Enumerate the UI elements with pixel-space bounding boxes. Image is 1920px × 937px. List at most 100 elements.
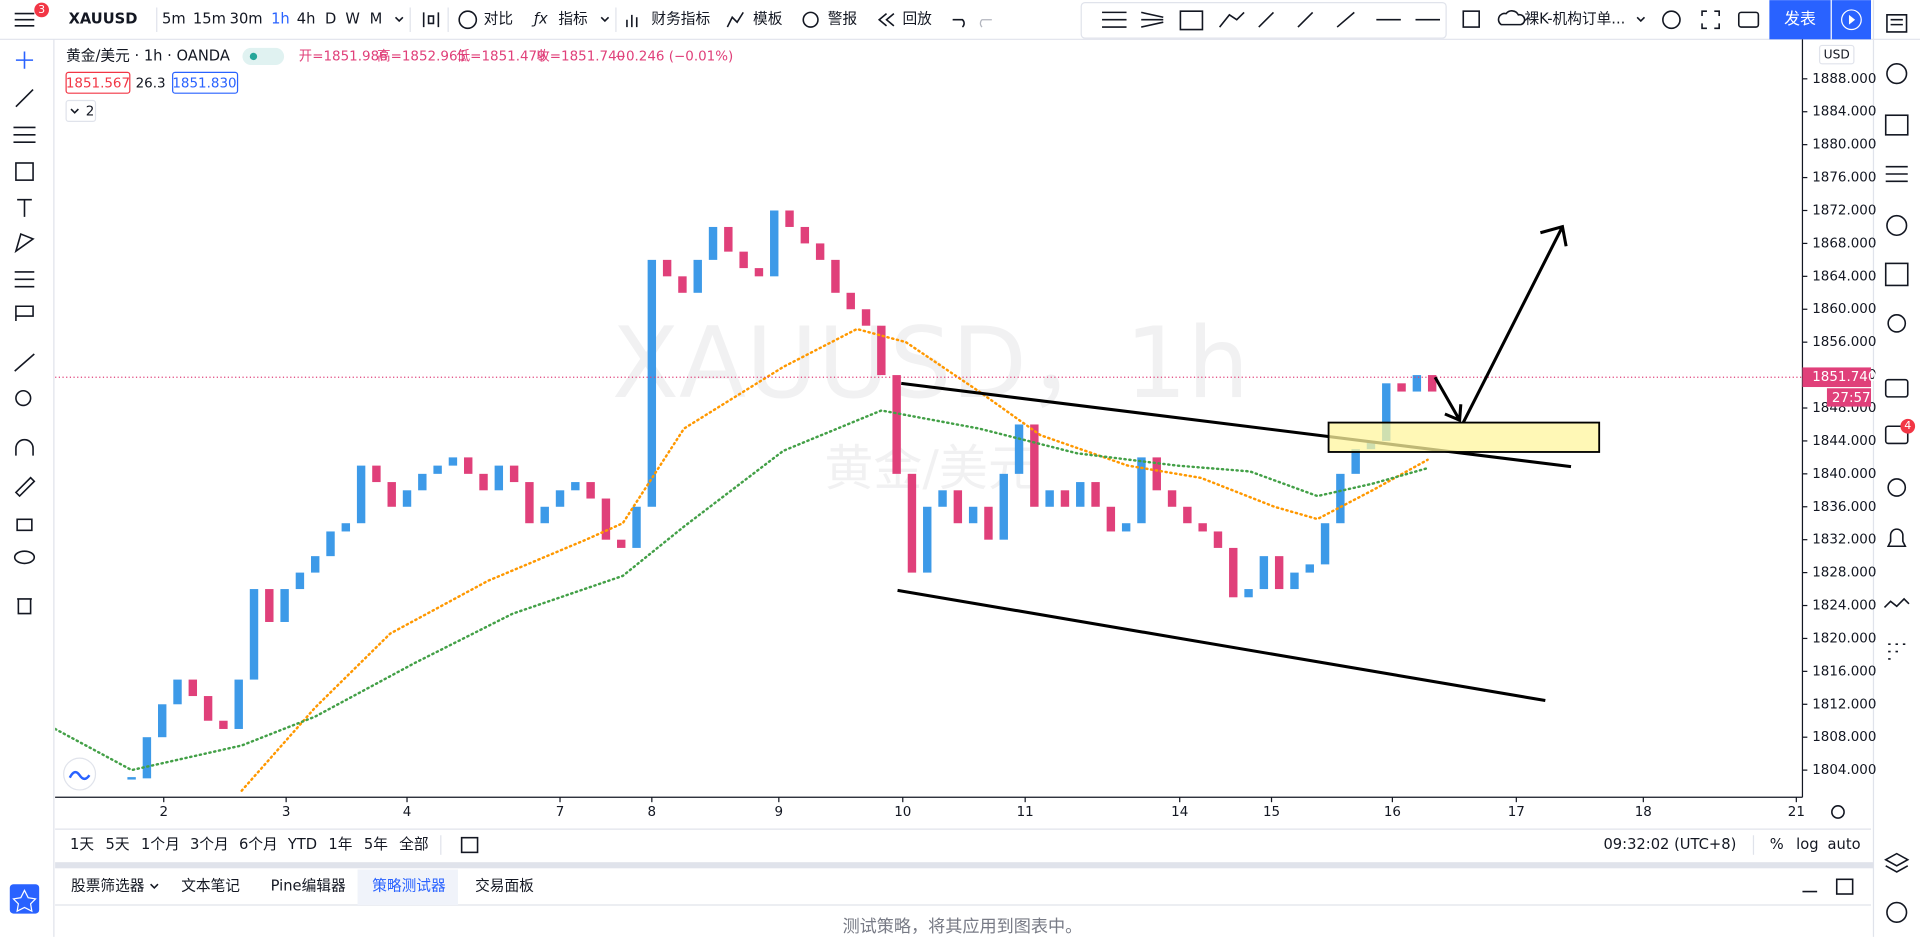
chart-type-icon[interactable] bbox=[422, 12, 440, 28]
toolbar-button[interactable]: 对比 bbox=[484, 11, 513, 28]
ruler-tool[interactable] bbox=[14, 353, 35, 372]
scale-option[interactable]: auto bbox=[1828, 836, 1861, 853]
magnet-tool[interactable] bbox=[15, 438, 34, 456]
interval[interactable]: 5m bbox=[162, 11, 186, 28]
panel-tab[interactable]: 文本笔记 bbox=[181, 878, 240, 895]
undo-icon[interactable] bbox=[952, 18, 965, 28]
scale-option[interactable]: log bbox=[1796, 836, 1818, 853]
fx-icon[interactable]: ƒx bbox=[531, 11, 548, 28]
replay-icon[interactable] bbox=[877, 12, 895, 27]
panel-tab[interactable]: 股票筛选器 bbox=[71, 878, 145, 895]
ask-box[interactable] bbox=[172, 71, 239, 94]
zone-rect[interactable] bbox=[1327, 421, 1601, 453]
pattern-tool[interactable] bbox=[14, 232, 35, 254]
interval[interactable]: M bbox=[370, 11, 383, 28]
range[interactable]: 5年 bbox=[364, 836, 388, 853]
publish-button[interactable] bbox=[1769, 0, 1831, 40]
chevron[interactable] bbox=[1636, 16, 1646, 23]
range[interactable]: 3个月 bbox=[190, 836, 229, 853]
toolbar-button[interactable]: 财务指标 bbox=[651, 11, 710, 28]
range[interactable]: 全部 bbox=[399, 835, 428, 853]
lock-tool[interactable] bbox=[16, 518, 33, 532]
indicators-count[interactable]: 2 bbox=[86, 105, 95, 120]
fullscreen-icon[interactable] bbox=[1701, 10, 1720, 30]
list-icon[interactable] bbox=[1885, 165, 1908, 183]
toolbar-button[interactable]: 指标 bbox=[558, 11, 588, 28]
panel-tab-active[interactable]: 策略测试器 bbox=[372, 878, 446, 895]
snapshot-icon[interactable] bbox=[1737, 11, 1760, 28]
axis-settings[interactable] bbox=[1831, 805, 1845, 819]
clock[interactable]: 09:32:02 (UTC+8) bbox=[1603, 836, 1736, 853]
publish-text[interactable]: 发表 bbox=[1784, 9, 1816, 28]
range[interactable]: 5天 bbox=[106, 836, 130, 853]
symbol[interactable]: XAUUSD bbox=[69, 11, 138, 28]
cross-tool[interactable] bbox=[15, 51, 34, 69]
icon-tool[interactable] bbox=[15, 305, 34, 321]
toolbar-button[interactable]: 回放 bbox=[902, 11, 932, 28]
arrow[interactable] bbox=[1433, 376, 1463, 423]
range[interactable]: YTD bbox=[287, 836, 317, 853]
panel-tab[interactable]: 交易面板 bbox=[475, 877, 534, 895]
range[interactable]: 1年 bbox=[328, 836, 352, 853]
panel-tab[interactable]: Pine编辑器 bbox=[271, 878, 346, 895]
currency-box[interactable] bbox=[1818, 44, 1855, 65]
chevron[interactable] bbox=[70, 108, 79, 114]
trend-line[interactable] bbox=[897, 588, 1546, 703]
clock-icon[interactable] bbox=[1886, 63, 1908, 85]
interval[interactable]: W bbox=[345, 11, 360, 28]
trend-icon[interactable] bbox=[1883, 597, 1910, 609]
bid[interactable]: 1851.567 bbox=[66, 76, 130, 91]
template-icon[interactable] bbox=[726, 11, 744, 28]
draw-mode-tool[interactable] bbox=[14, 476, 36, 498]
forecast-tool[interactable] bbox=[14, 271, 35, 288]
maximize[interactable] bbox=[1835, 878, 1854, 895]
range[interactable]: 6个月 bbox=[239, 836, 278, 853]
help-icon[interactable] bbox=[1886, 901, 1908, 923]
idea-icon[interactable] bbox=[1887, 314, 1907, 333]
interval[interactable]: 4h bbox=[297, 11, 316, 28]
play-icon[interactable] bbox=[1841, 9, 1862, 31]
goto-date[interactable] bbox=[460, 836, 479, 854]
toolbar-button[interactable]: 模板 bbox=[753, 10, 783, 28]
bulb-icon[interactable] bbox=[1887, 478, 1907, 497]
shape-tool[interactable] bbox=[15, 162, 34, 181]
watchlist-button[interactable] bbox=[9, 884, 40, 914]
financials-icon[interactable] bbox=[626, 14, 638, 28]
layout-name[interactable]: 裸K-机构订单... bbox=[1524, 11, 1625, 28]
toolbar-button[interactable]: 警报 bbox=[828, 11, 858, 28]
chat-icon[interactable] bbox=[1884, 378, 1909, 398]
visibility-tool[interactable] bbox=[13, 550, 36, 565]
drawing-tools[interactable] bbox=[1102, 10, 1440, 31]
zoom-tool[interactable] bbox=[15, 389, 32, 407]
delete-tool[interactable] bbox=[17, 598, 32, 615]
range[interactable]: 1天 bbox=[70, 836, 94, 853]
text-tool[interactable] bbox=[17, 198, 32, 217]
chevron[interactable] bbox=[394, 16, 404, 23]
range[interactable]: 1个月 bbox=[141, 836, 180, 853]
arrow[interactable] bbox=[1461, 224, 1568, 424]
currency[interactable]: USD bbox=[1824, 48, 1850, 62]
menu-icon[interactable] bbox=[14, 12, 35, 27]
news-icon[interactable] bbox=[1884, 114, 1909, 136]
chevron[interactable] bbox=[600, 16, 610, 23]
watchlist-icon[interactable] bbox=[1886, 14, 1908, 33]
interval[interactable]: D bbox=[325, 11, 336, 28]
interval[interactable]: 15m bbox=[193, 11, 226, 28]
cloud-icon[interactable] bbox=[1497, 10, 1526, 26]
alert-icon[interactable] bbox=[1886, 528, 1907, 548]
indicators-toggle[interactable] bbox=[65, 99, 97, 122]
bid-box[interactable] bbox=[65, 71, 131, 94]
scale-option[interactable]: % bbox=[1770, 836, 1784, 853]
dots-icon[interactable] bbox=[1888, 643, 1906, 660]
calendar-icon[interactable] bbox=[1884, 262, 1909, 287]
chevron[interactable] bbox=[150, 883, 159, 890]
redo-icon[interactable] bbox=[979, 19, 992, 28]
fib-tool[interactable] bbox=[13, 126, 36, 143]
alert-icon[interactable] bbox=[802, 11, 819, 28]
rect-icon[interactable] bbox=[1462, 10, 1480, 28]
compare-icon[interactable] bbox=[458, 10, 478, 30]
chart-icon[interactable] bbox=[1886, 214, 1908, 237]
line-tool[interactable] bbox=[15, 88, 34, 108]
ask[interactable]: 1851.830 bbox=[172, 76, 236, 91]
settings-icon[interactable] bbox=[1662, 10, 1681, 30]
